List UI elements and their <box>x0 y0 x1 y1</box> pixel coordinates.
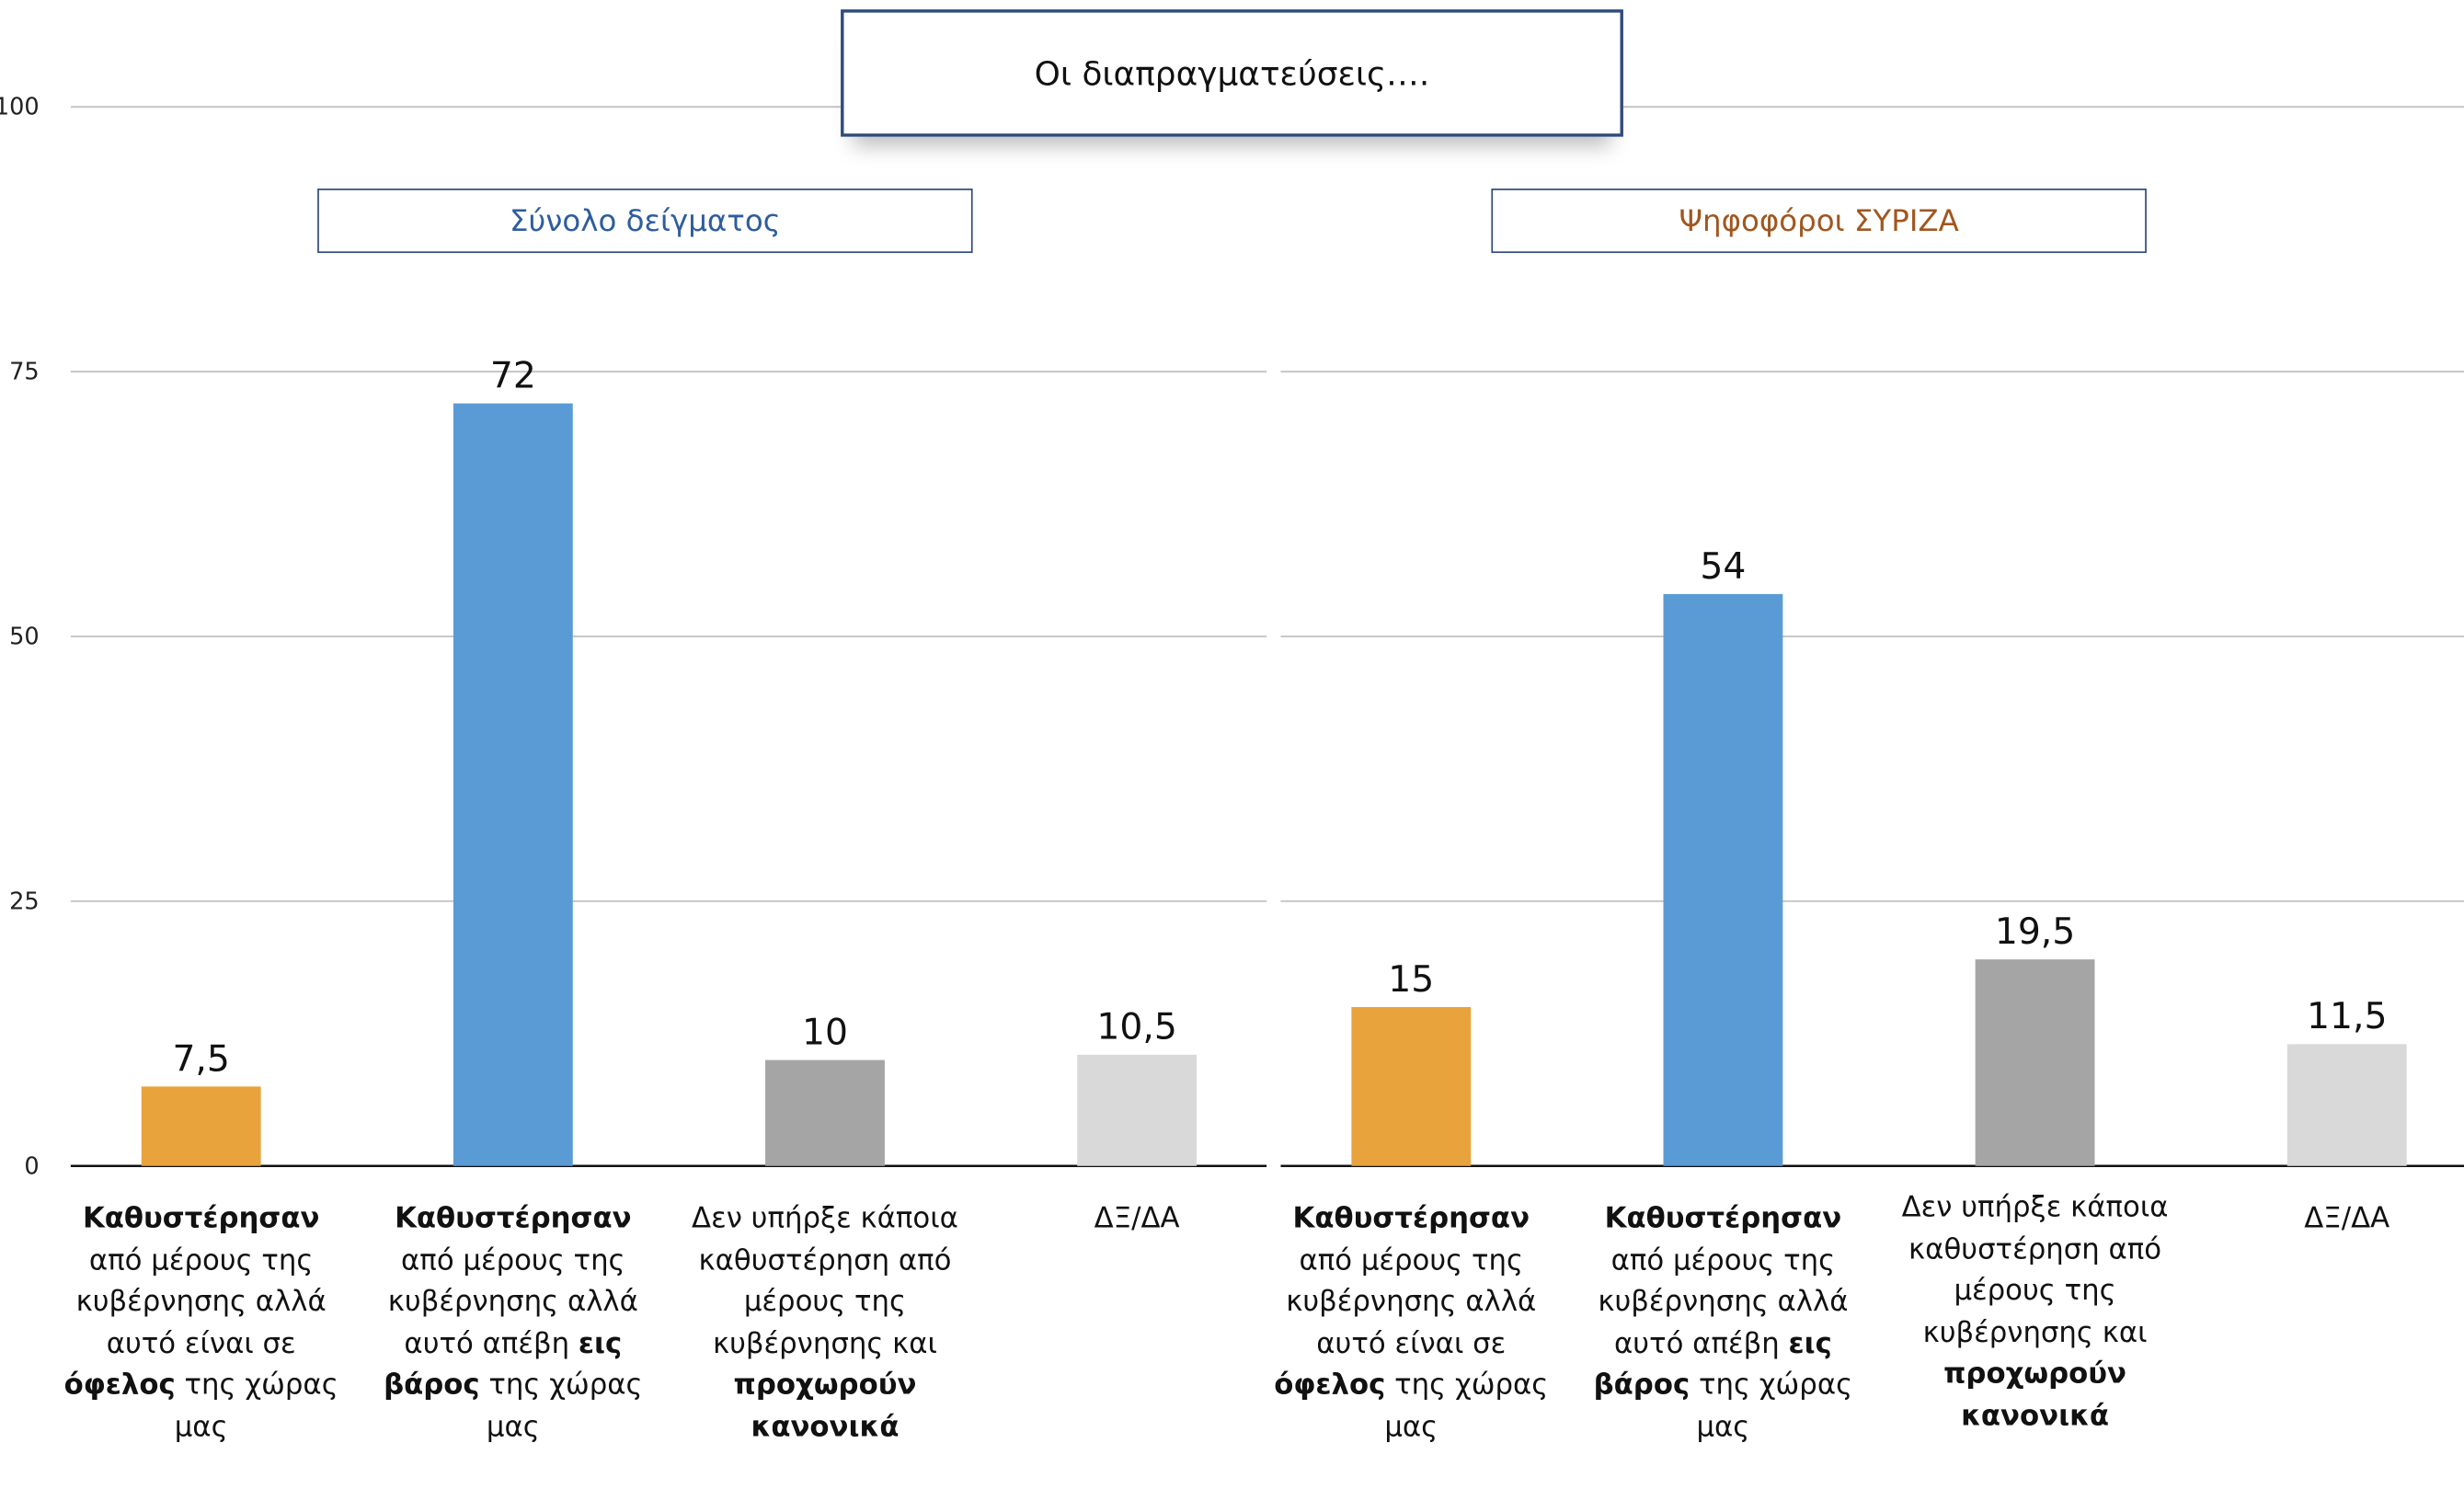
value-label: 10 <box>802 1013 848 1054</box>
x-tick-label: Καθυστέρησαν από μέρους της κυβέρνησης α… <box>63 1199 339 1450</box>
y-tick-label: 75 <box>9 359 40 386</box>
x-tick-label: ΔΞ/ΔΑ <box>999 1199 1276 1241</box>
label-run: εις βάρος <box>1593 1327 1832 1403</box>
bar <box>1351 1007 1472 1166</box>
label-run: από μέρους της κυβέρνησης αλλά αυτό απέβ… <box>1598 1243 1849 1361</box>
x-tick-label: Καθυστέρησαν από μέρους της κυβέρνησης α… <box>374 1199 651 1450</box>
label-run: της χώρας μας <box>479 1369 643 1445</box>
value-label: 54 <box>1700 546 1746 588</box>
x-tick-label: Καθυστέρησαν από μέρους της κυβέρνησης α… <box>1273 1199 1550 1450</box>
y-tick-label: 50 <box>9 624 40 651</box>
subtitle: Ψηφοφόροι ΣΥΡΙΖΑ <box>1491 189 2147 254</box>
x-tick-label: Δεν υπήρξε κάποια καθυστέρηση από μέρους… <box>687 1199 964 1450</box>
y-tick-label: 25 <box>9 888 40 915</box>
subtitle: Σύνολο δείγματος <box>317 189 973 254</box>
value-label: 11,5 <box>2307 996 2387 1037</box>
x-tick-label: Δεν υπήρξε κάποια καθυστέρηση από μέρους… <box>1897 1188 2173 1439</box>
label-run: Δεν υπήρξε κάποια καθυστέρηση από μέρους… <box>692 1202 958 1361</box>
bar <box>1975 959 2095 1166</box>
label-run: ΔΞ/ΔΑ <box>2304 1202 2390 1235</box>
value-label: 72 <box>490 356 536 397</box>
label-run: όφελος <box>1274 1369 1386 1403</box>
value-label: 10,5 <box>1096 1007 1176 1048</box>
label-run: όφελος <box>63 1369 176 1403</box>
value-label: 19,5 <box>1995 911 2075 953</box>
label-run: από μέρους της κυβέρνησης αλλά αυτό είνα… <box>1286 1243 1537 1361</box>
y-tick-label: 100 <box>0 94 40 121</box>
label-run: ΔΞ/ΔΑ <box>1094 1202 1180 1235</box>
label-run: της χώρας μας <box>174 1369 338 1445</box>
bar <box>765 1059 885 1166</box>
label-run: Δεν υπήρξε κάποια καθυστέρηση από μέρους… <box>1901 1191 2169 1350</box>
label-run: από μέρους της κυβέρνησης αλλά αυτό είνα… <box>75 1243 327 1361</box>
y-tick-label: 0 <box>24 1152 39 1180</box>
bar <box>1663 593 1783 1166</box>
label-run: εις βάρος <box>384 1327 623 1403</box>
bar <box>453 403 573 1166</box>
chart-title: Οι διαπραγματεύσεις…. <box>841 9 1623 137</box>
label-run: Καθυστέρησαν <box>1604 1202 1842 1235</box>
bar <box>141 1086 261 1166</box>
label-run: της χώρας μας <box>1690 1369 1853 1445</box>
x-tick-label: ΔΞ/ΔΑ <box>2208 1199 2464 1241</box>
label-run: από μέρους της κυβέρνησης αλλά αυτό απέβ… <box>387 1243 638 1361</box>
bar <box>2286 1044 2407 1166</box>
label-run: της χώρας μας <box>1384 1369 1549 1445</box>
label-run: Καθυστέρησαν <box>1292 1202 1530 1235</box>
value-label: 15 <box>1388 959 1434 1001</box>
label-run: Καθυστέρησαν <box>395 1202 632 1235</box>
value-label: 7,5 <box>172 1038 229 1080</box>
label-run: προχωρούν κανονικά <box>733 1369 917 1445</box>
x-tick-label: Καθυστέρησαν από μέρους της κυβέρνησης α… <box>1585 1199 1862 1450</box>
label-run: Καθυστέρησαν <box>82 1202 320 1235</box>
bar <box>1077 1054 1198 1166</box>
label-run: προχωρούν κανονικά <box>1943 1357 2127 1434</box>
